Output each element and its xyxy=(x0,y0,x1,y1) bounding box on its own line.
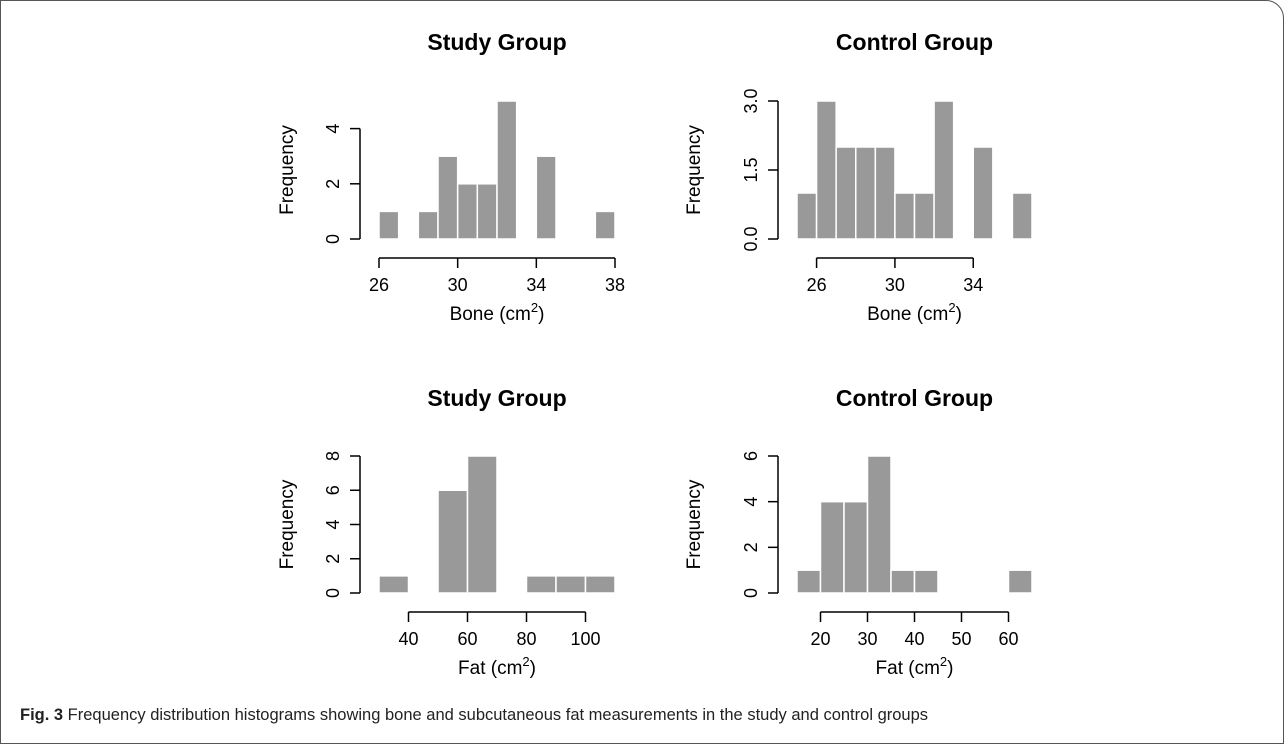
histogram-bar xyxy=(815,100,837,240)
y-tick-label: 0.0 xyxy=(741,226,761,251)
x-axis-label-superscript: 2 xyxy=(948,300,955,315)
y-axis-label: Frequency xyxy=(277,125,298,215)
histogram-bar xyxy=(866,455,892,594)
y-tick-label: 2 xyxy=(741,542,761,552)
y-tick-label: 3.0 xyxy=(741,88,761,113)
figure-caption: Fig. 3 Frequency distribution histograms… xyxy=(20,706,928,725)
histogram-bar xyxy=(437,489,469,594)
y-tick-label: 1.5 xyxy=(741,157,761,182)
x-tick-label: 30 xyxy=(448,275,468,295)
caption-label: Fig. 3 xyxy=(20,706,64,724)
x-tick-label: 100 xyxy=(570,629,600,649)
y-tick-label: 0 xyxy=(741,588,761,598)
histogram-bar xyxy=(378,575,410,594)
x-tick-label: 40 xyxy=(904,629,924,649)
y-axis-label: Frequency xyxy=(277,479,298,569)
x-axis-label-close: ) xyxy=(530,658,536,679)
histogram-bar xyxy=(466,455,498,594)
x-axis-label-close: ) xyxy=(538,304,544,325)
x-axis-label-text: Fat (cm xyxy=(458,658,522,679)
histogram-bar xyxy=(796,192,818,240)
histogram-bar xyxy=(417,210,439,240)
x-axis-label-superscript: 2 xyxy=(940,654,947,669)
x-tick-label: 26 xyxy=(807,275,827,295)
x-tick-label: 30 xyxy=(885,275,905,295)
histogram-bar xyxy=(933,100,955,240)
histogram-bar xyxy=(594,210,616,240)
x-tick-label: 34 xyxy=(526,275,546,295)
x-axis-label: Fat (cm2) xyxy=(876,654,954,679)
x-tick-label: 60 xyxy=(457,629,477,649)
chart-title: Study Group xyxy=(427,29,566,55)
x-tick-label: 38 xyxy=(605,275,625,295)
histogram-bar xyxy=(972,146,994,240)
x-tick-label: 40 xyxy=(398,629,418,649)
x-axis-label-text: Bone (cm xyxy=(867,304,948,325)
y-tick-label: 4 xyxy=(323,519,343,529)
x-tick-label: 20 xyxy=(810,629,830,649)
histogram-bar xyxy=(1007,569,1033,594)
histogram-bar xyxy=(476,183,498,240)
histogram-bar xyxy=(913,192,935,240)
chart-title: Control Group xyxy=(836,385,993,411)
histogram-panel-2: 0.0 1.5 3.0 26 30 34 Control Group Bone (cm2) Fr… xyxy=(684,29,1033,325)
x-tick-label: 26 xyxy=(369,275,389,295)
histogram-bar xyxy=(456,183,479,240)
chart-title: Control Group xyxy=(836,29,993,55)
histogram-bar xyxy=(894,192,916,240)
x-axis-label-superscript: 2 xyxy=(522,654,529,669)
y-tick-label: 6 xyxy=(741,451,761,461)
y-tick-label: 4 xyxy=(741,497,761,507)
x-tick-label: 80 xyxy=(516,629,536,649)
histogram-bar xyxy=(437,155,459,240)
histogram-bar xyxy=(1011,192,1033,240)
histogram-bar xyxy=(874,146,896,240)
y-tick-label: 4 xyxy=(323,124,343,134)
histogram-bar xyxy=(525,575,557,594)
histogram-bar xyxy=(913,569,939,594)
x-tick-label: 30 xyxy=(857,629,877,649)
histogram-bar xyxy=(584,575,616,594)
x-axis-label-text: Bone (cm xyxy=(450,304,531,325)
y-tick-label: 2 xyxy=(323,179,343,189)
y-tick-label: 2 xyxy=(323,554,343,564)
y-axis-label: Frequency xyxy=(684,125,705,215)
x-axis-label: Bone (cm2) xyxy=(450,300,545,325)
y-tick-label: 0 xyxy=(323,234,343,244)
histogram-bar xyxy=(819,500,845,594)
histogram-bar xyxy=(535,155,557,240)
x-axis-label-close: ) xyxy=(956,304,962,325)
histogram-bar xyxy=(496,100,518,240)
y-tick-label: 0 xyxy=(323,588,343,598)
x-tick-label: 34 xyxy=(963,275,983,295)
x-axis-label-text: Fat (cm xyxy=(876,658,940,679)
caption-text: Frequency distribution histograms showin… xyxy=(63,706,929,724)
histogram-bar xyxy=(890,569,916,594)
histogram-bar xyxy=(855,146,877,240)
x-axis-label-superscript: 2 xyxy=(531,300,538,315)
x-axis-label-close: ) xyxy=(947,658,953,679)
y-axis-label: Frequency xyxy=(684,479,705,569)
x-tick-label: 60 xyxy=(998,629,1018,649)
chart-title: Study Group xyxy=(427,385,566,411)
histogram-bar xyxy=(555,575,587,594)
histogram-bar xyxy=(835,146,857,240)
y-tick-label: 8 xyxy=(323,451,343,461)
histogram-bar xyxy=(378,210,400,240)
x-axis-label: Bone (cm2) xyxy=(867,300,962,325)
histogram-bar xyxy=(843,500,869,594)
y-tick-label: 6 xyxy=(323,485,343,495)
x-tick-label: 50 xyxy=(951,629,971,649)
histogram-bar xyxy=(796,569,822,594)
x-axis-label: Fat (cm2) xyxy=(458,654,536,679)
